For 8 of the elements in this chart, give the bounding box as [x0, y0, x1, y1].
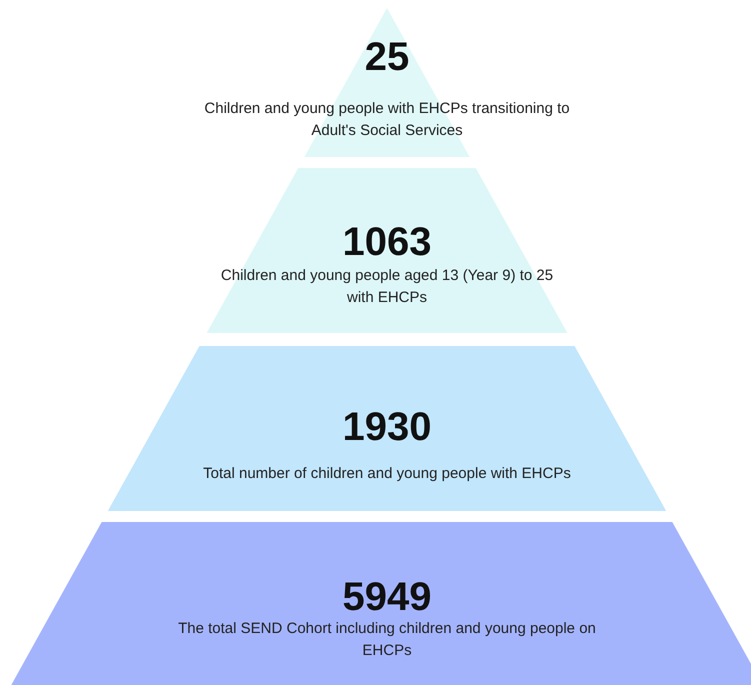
data-label: 25 — [364, 35, 410, 79]
category-label: Total number of children and young people with EHCPs — [203, 465, 571, 482]
data-label: 1930 — [342, 405, 432, 449]
data-label: 1063 — [342, 220, 432, 264]
category-label: Children and young people with EHCPs transitioning to Adult's Social Services — [204, 100, 570, 139]
category-label: Children and young people aged 13 (Year 9) to 25 with EHCPs — [220, 267, 554, 306]
category-label: The total SEND Cohort including children and young people on EHCPs — [178, 620, 596, 659]
data-label: 5949 — [342, 575, 432, 619]
